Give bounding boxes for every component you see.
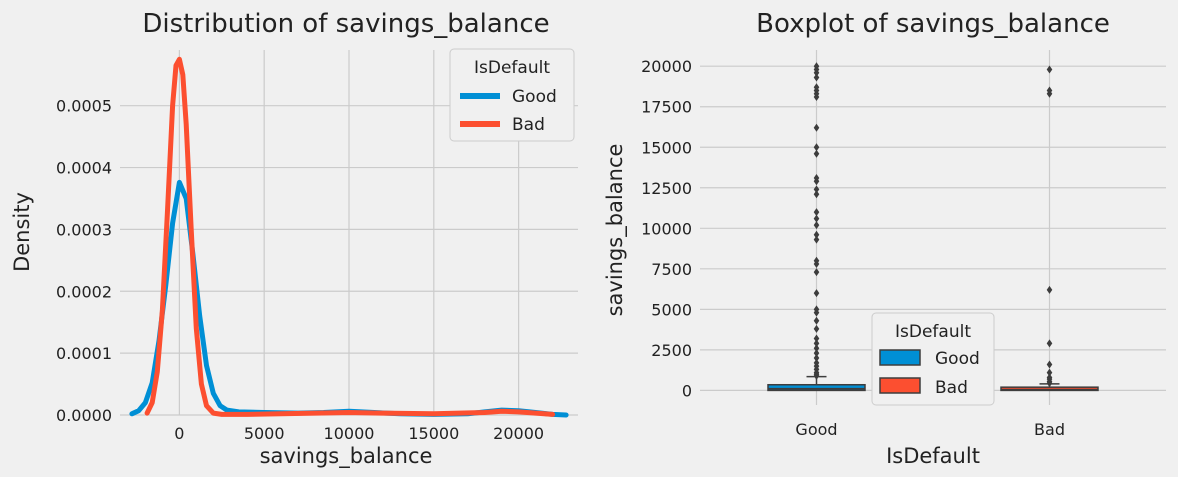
box-outlier-point [813, 334, 820, 343]
box-outlier-point [813, 235, 820, 244]
box-outlier-point [813, 83, 820, 92]
boxplot-x-tick-label: Bad [1034, 420, 1065, 439]
density-chart-title: Distribution of savings_balance [142, 9, 549, 39]
box-outlier-point [813, 344, 820, 353]
box-outlier-point [813, 185, 820, 194]
boxplot-boxes [767, 62, 1099, 392]
boxplot-y-tick-label: 17500 [641, 98, 692, 117]
density-chart: 0 5000 10000 15000 20000 0.00000.00010.00020… [10, 9, 578, 469]
box-outlier-point [813, 62, 820, 71]
boxplot-legend-swatch-bad [879, 377, 921, 394]
box-outlier-point [813, 305, 820, 314]
box-bad [1000, 65, 1099, 392]
box-outlier-point [813, 214, 820, 223]
box-outlier-point [813, 174, 820, 183]
boxplot-legend-label-bad: Bad [935, 378, 968, 398]
density-x-tick-label: 20000 [493, 424, 544, 443]
box-outlier-point [813, 289, 820, 298]
box-outlier-point [1046, 360, 1053, 369]
boxplot-y-tick-label: 15000 [641, 138, 692, 157]
density-x-ticks: 0 5000 10000 15000 20000 [174, 424, 544, 443]
boxplot-x-ticks: Good Bad [795, 420, 1065, 439]
density-y-tick-label: 0.0005 [56, 97, 112, 116]
density-legend-title: IsDefault [474, 58, 550, 78]
density-y-tick-label: 0.0003 [56, 220, 112, 239]
boxplot-x-axis-label: IsDefault [886, 444, 980, 468]
density-x-tick-label: 5000 [244, 424, 285, 443]
density-x-axis-label: savings_balance [260, 444, 433, 469]
density-series [129, 56, 569, 418]
density-legend: IsDefault Good Bad [449, 48, 575, 142]
boxplot-y-ticks: 0 2500 5000 7500 10000 12500 15000 17500 20000 [641, 57, 692, 400]
boxplot-y-tick-label: 0 [682, 381, 692, 400]
density-y-tick-label: 0.0002 [56, 282, 112, 301]
boxplot-legend: IsDefault Good Bad [871, 312, 995, 406]
box-outlier-point [813, 208, 820, 217]
density-y-tick-label: 0.0000 [56, 406, 112, 425]
box-outlier-point [1046, 65, 1053, 74]
density-y-tick-label: 0.0001 [56, 344, 112, 363]
box-outlier-point [813, 349, 820, 358]
density-y-ticks: 0.0000 0.0001 0.0002 0.0003 0.0004 0.0005 [56, 97, 112, 425]
density-legend-frame [449, 48, 575, 142]
box-outlier-point [1046, 373, 1053, 382]
boxplot-legend-label-good: Good [935, 349, 980, 369]
boxplot-legend-swatch-good [879, 349, 921, 366]
boxplot-x-tick-label: Good [795, 420, 837, 439]
box-outlier-point [813, 73, 820, 82]
box-outlier-point [1046, 285, 1053, 294]
density-line-bad [144, 56, 556, 417]
box-outlier-point [813, 143, 820, 152]
density-legend-label-bad: Bad [512, 115, 545, 135]
density-x-tick-label: 0 [174, 424, 184, 443]
box-outlier-point [813, 190, 820, 199]
boxplot-y-tick-label: 12500 [641, 179, 692, 198]
box-outlier-point [813, 268, 820, 277]
density-legend-label-good: Good [512, 87, 557, 107]
box-outlier-point [813, 358, 820, 367]
box-outlier-point [813, 149, 820, 158]
box-outlier-point [813, 123, 820, 132]
box-good [767, 62, 866, 392]
box-outlier-point [813, 339, 820, 348]
box-outlier-point [813, 221, 820, 230]
boxplot-y-tick-label: 20000 [641, 57, 692, 76]
box-outlier-point [813, 230, 820, 239]
boxplot-y-tick-label: 2500 [651, 341, 692, 360]
box-outlier-point [813, 324, 820, 333]
boxplot-y-tick-label: 5000 [651, 300, 692, 319]
box-outlier-point [813, 316, 820, 325]
density-x-tick-label: 10000 [324, 424, 375, 443]
boxplot-y-tick-label: 10000 [641, 219, 692, 238]
density-y-tick-label: 0.0004 [56, 159, 112, 178]
density-y-axis-label: Density [10, 192, 34, 272]
boxplot-y-tick-label: 7500 [651, 260, 692, 279]
box-outlier-point [1046, 368, 1053, 377]
density-x-tick-label: 15000 [408, 424, 459, 443]
box-outlier-point [1046, 339, 1053, 348]
box-outlier-point [1046, 86, 1053, 95]
box-outlier-point [813, 256, 820, 265]
boxplot-chart-title: Boxplot of savings_balance [756, 9, 1110, 39]
boxplot-y-axis-label: savings_balance [603, 144, 628, 317]
boxplot-chart: Good Bad 0 2500 5000 7500 10000 12500 15000 1750… [603, 9, 1166, 468]
box-outlier-point [813, 353, 820, 362]
box-body-good [767, 383, 866, 392]
boxplot-legend-title: IsDefault [895, 322, 971, 342]
